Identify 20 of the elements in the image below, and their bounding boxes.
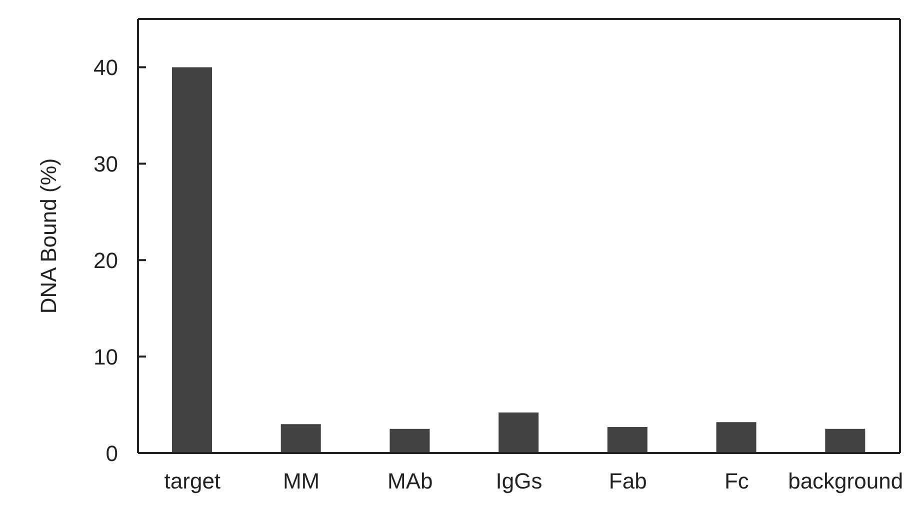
bar — [280, 424, 321, 453]
y-tick-label: 40 — [94, 55, 118, 80]
y-axis-title: DNA Bound (%) — [36, 158, 61, 314]
y-tick-label: 10 — [94, 344, 118, 370]
x-tick-label: Fab — [608, 468, 647, 494]
y-tick-label: 30 — [94, 151, 118, 176]
x-tick-label: target — [164, 468, 221, 494]
x-tick-label: IgGs — [496, 468, 542, 494]
x-tick-label: background — [788, 468, 904, 494]
bar — [716, 422, 756, 453]
bar — [172, 67, 212, 453]
y-tick-label: 0 — [106, 440, 118, 466]
bar — [607, 426, 648, 453]
x-tick-label: MAb — [388, 468, 433, 494]
bar — [390, 428, 430, 453]
x-tick-label: Fc — [724, 468, 749, 494]
x-tick-label: MM — [282, 468, 320, 494]
y-tick-label: 20 — [94, 248, 118, 273]
bar — [498, 412, 539, 453]
bar — [825, 428, 866, 453]
